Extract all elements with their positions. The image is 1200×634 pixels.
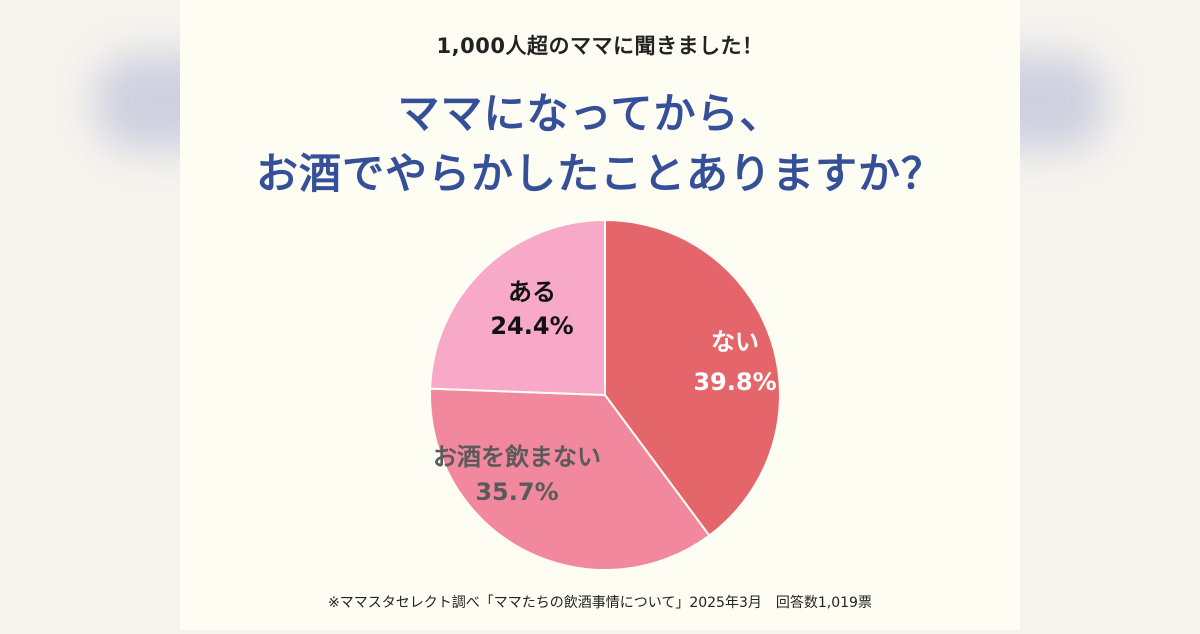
survey-card: 1,000人超のママに聞きました！ ママになってから、 お酒でやらかしたことあり… xyxy=(180,0,1020,630)
pie-chart: ない 39.8% お酒を飲まない 35.7% ある 24.4% xyxy=(429,218,781,571)
survey-footnote: ※ママスタセレクト調べ「ママたちの飲酒事情について」2025年3月 回答数1,0… xyxy=(328,595,872,611)
pie-label-1: ない xyxy=(711,328,759,356)
pie-slice-1 xyxy=(604,218,781,537)
pie-slice-3 xyxy=(429,218,606,397)
pie-value-label-2: 35.7% xyxy=(475,478,558,506)
pie-label-2: お酒を飲まない xyxy=(433,443,601,471)
pie-value-label-3: 24.4% xyxy=(490,312,573,340)
survey-title: ママになってから、 お酒でやらかしたことありますか？ xyxy=(180,84,1020,204)
survey-subtitle: 1,000人超のママに聞きました！ xyxy=(436,34,764,58)
title-line-1: ママになってから、 xyxy=(397,89,783,138)
pie-value-label-1: 39.8% xyxy=(693,368,776,396)
title-line-2: お酒でやらかしたことありますか？ xyxy=(255,149,944,198)
pie-label-3: ある xyxy=(508,278,556,306)
pie-slice-2 xyxy=(429,387,711,571)
pie-chart-wrap: ない 39.8% お酒を飲まない 35.7% ある 24.4% xyxy=(180,0,1020,630)
